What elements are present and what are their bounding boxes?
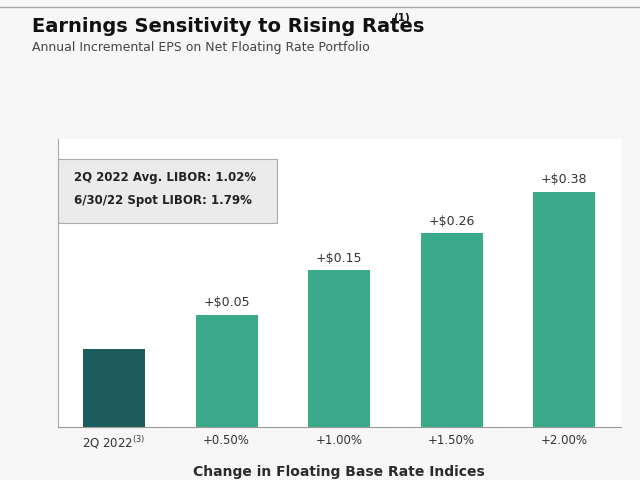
X-axis label: Change in Floating Base Rate Indices: Change in Floating Base Rate Indices: [193, 465, 485, 479]
Text: 2Q 2022 Avg. LIBOR: 1.02%: 2Q 2022 Avg. LIBOR: 1.02%: [74, 171, 257, 184]
Bar: [83, 348, 145, 427]
FancyBboxPatch shape: [58, 159, 277, 223]
Bar: [308, 270, 370, 427]
Text: +$0.38: +$0.38: [541, 173, 588, 186]
Bar: [533, 192, 595, 427]
Text: Earnings Sensitivity to Rising Rates: Earnings Sensitivity to Rising Rates: [32, 17, 424, 36]
Text: (1): (1): [394, 13, 410, 24]
Text: Annual Incremental EPS on Net Floating Rate Portfolio: Annual Incremental EPS on Net Floating R…: [32, 41, 370, 54]
Text: +$0.15: +$0.15: [316, 252, 362, 265]
Bar: [420, 233, 483, 427]
Text: +$0.26: +$0.26: [429, 215, 475, 228]
Bar: [196, 314, 258, 427]
Text: 6/30/22 Spot LIBOR: 1.79%: 6/30/22 Spot LIBOR: 1.79%: [74, 194, 252, 207]
Text: +$0.05: +$0.05: [204, 296, 250, 310]
